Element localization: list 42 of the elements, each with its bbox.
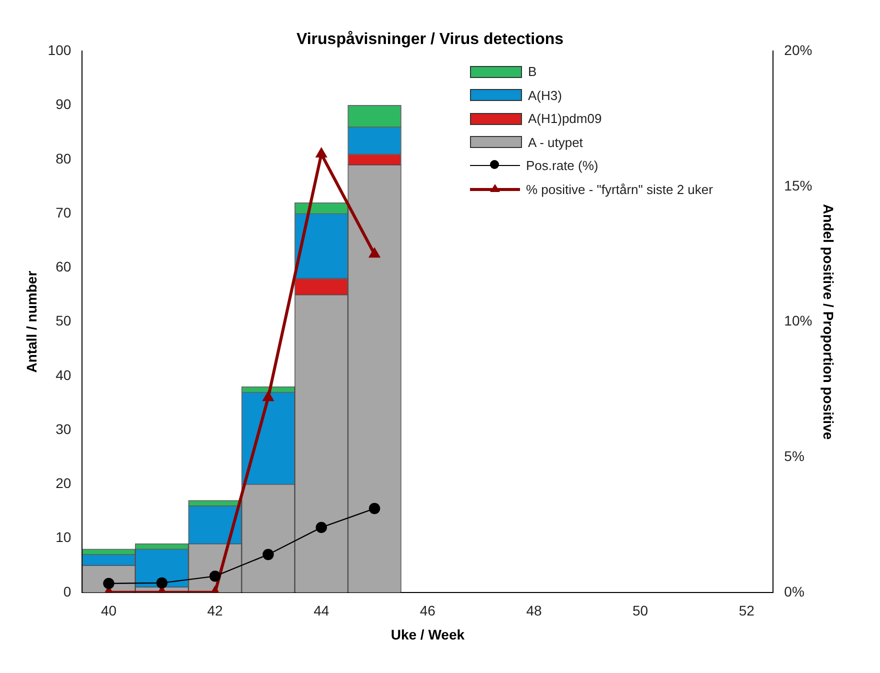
point: [103, 578, 114, 590]
y2-tick-label: 5%: [784, 448, 804, 464]
x-tick-label: 40: [100, 602, 117, 619]
y-tick-label: 50: [56, 312, 72, 329]
y-tick-label: 10: [56, 529, 72, 546]
point: [263, 392, 274, 402]
x-tick-label: 48: [526, 602, 542, 619]
y-tick-label: 70: [56, 204, 72, 220]
chart-title: Viruspåvisninger / Virus detections: [296, 30, 564, 48]
legend-label: % positive - "fyrtårn" siste 2 uker: [526, 182, 713, 197]
point: [209, 570, 221, 582]
y-tick-label: 40: [56, 366, 72, 383]
x-axis-title: Uke / Week: [390, 626, 465, 642]
y-axis-title: Antall / number: [23, 270, 40, 373]
y-tick-label: 30: [56, 420, 72, 437]
y2-tick-label: 10%: [784, 312, 812, 329]
legend-label: Pos.rate (%): [526, 158, 598, 174]
x-tick-label: 42: [207, 602, 224, 619]
y-tick-label: 20: [56, 475, 72, 492]
y-tick-label: 80: [56, 150, 72, 166]
y-tick-label: 60: [56, 258, 72, 275]
y-tick-label: 0: [63, 583, 72, 600]
x-tick-label: 46: [420, 602, 436, 619]
y2-tick-label: 0%: [784, 583, 804, 600]
point: [316, 148, 326, 158]
legend-label: A(H3): [528, 88, 562, 103]
point: [262, 548, 274, 560]
x-tick-label: 50: [632, 602, 648, 619]
x-tick-label: 52: [738, 602, 755, 619]
y2-axis-title: Andel positive / Proportion positive: [820, 204, 837, 440]
y-tick-label: 90: [56, 96, 72, 112]
legend-label: A - utypet: [528, 134, 583, 150]
y-tick-label: 100: [48, 42, 72, 58]
legend-label: A(H1)pdm09: [528, 111, 602, 126]
point: [370, 248, 380, 258]
y2-tick-label: 15%: [784, 177, 812, 194]
y2-tick-label: 20%: [784, 42, 812, 58]
point: [368, 502, 380, 514]
legend-label: B: [528, 64, 537, 80]
point: [316, 522, 327, 534]
x-tick-label: 44: [314, 602, 330, 619]
point: [156, 577, 168, 589]
